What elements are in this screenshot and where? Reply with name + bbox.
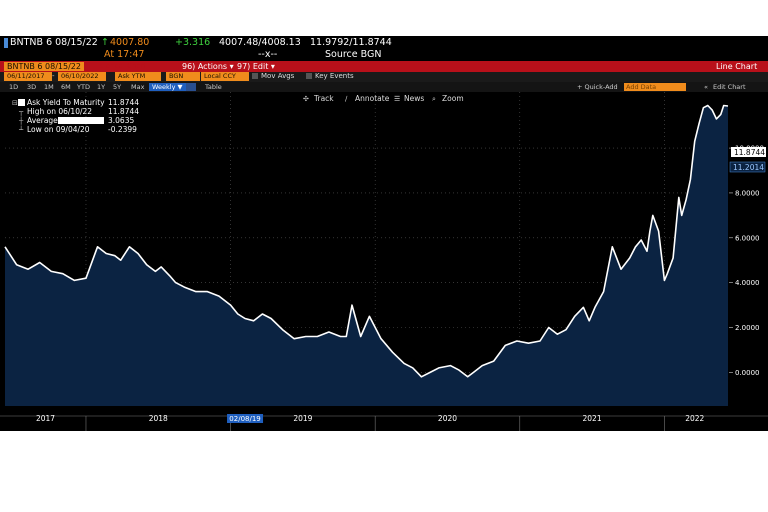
legend-high-label: High on 06/10/22 (27, 107, 92, 116)
table-button[interactable]: Table (205, 83, 222, 91)
yield-pair: 11.9792/11.8744 (310, 37, 392, 48)
legend-low-value: -0.2399 (108, 125, 137, 134)
edit-chart-button[interactable]: Edit Chart (713, 83, 746, 91)
last-value-tag: 11.8744 (734, 148, 765, 157)
key-events-label[interactable]: Key Events (315, 72, 354, 80)
legend-low-label: Low on 09/04/20 (27, 125, 90, 134)
last-value-tag-2: 11.2014 (733, 163, 764, 172)
field-selector[interactable]: Ask YTM (115, 72, 161, 81)
y-tick-label: 4.0000 (735, 279, 760, 287)
mov-avgs-label[interactable]: Mov Avgs (261, 72, 295, 80)
x-tick-label: 2018 (149, 414, 168, 423)
news-icon: ☰ (394, 95, 400, 103)
y-tick-label: 0.0000 (735, 369, 760, 377)
actions-menu[interactable]: 96) Actions ▾ (182, 62, 234, 71)
legend-collapse-icon: ⊟ (12, 99, 18, 107)
ticker-marker (4, 38, 8, 48)
table-icon[interactable] (186, 83, 196, 91)
tab-1y[interactable]: 1Y (97, 83, 106, 91)
frequency-selector[interactable]: Weekly ▼ (149, 83, 186, 91)
currency-selector[interactable]: Local CCY (201, 72, 249, 81)
x-tick-label: 2017 (36, 414, 55, 423)
x-axis: 2017 2018 2019 2020 2021 2022 02/08/19 (0, 414, 768, 431)
quick-add-button[interactable]: + Quick-Add (577, 83, 618, 91)
last-value-tags: 11.8744 11.2014 (729, 147, 766, 173)
collapse-icon[interactable]: « (704, 83, 708, 91)
chart-legend: ⊟ Ask Yield To Maturity 11.8744 ┬ High o… (12, 98, 139, 134)
tab-max[interactable]: Max (131, 83, 145, 91)
legend-series-swatch (18, 99, 25, 106)
up-arrow-icon: ↑ (101, 37, 109, 48)
price-source: Source BGN (325, 49, 382, 60)
legend-avg-marker: ┼ (18, 116, 24, 125)
end-date-field[interactable]: 06/10/2022 (58, 72, 106, 81)
y-tick-label: 6.0000 (735, 234, 760, 242)
mov-avgs-checkbox[interactable] (252, 73, 258, 79)
legend-avg-redaction (58, 117, 104, 124)
x-tick-label: 2022 (685, 414, 704, 423)
zoom-button[interactable]: Zoom (442, 94, 464, 103)
highlight-date: 02/08/19 (229, 415, 260, 423)
highlight-date-bg (227, 414, 264, 423)
last-value-tag-2-bg (729, 161, 766, 173)
edit-menu[interactable]: 97) Edit ▾ (237, 62, 275, 71)
legend-high-value: 11.8744 (108, 107, 139, 116)
source-selector[interactable]: BGN (166, 72, 200, 81)
x-tick-label: 2019 (293, 414, 312, 423)
period-tabs: 1D 3D 1M 6M YTD 1Y 5Y Max Weekly ▼ Table… (0, 82, 768, 92)
yield-line (4, 104, 729, 378)
bid-ask: 4007.48/4008.13 (219, 37, 301, 48)
key-events-checkbox[interactable] (306, 73, 312, 79)
track-button[interactable]: Track (313, 94, 334, 103)
tab-ytd[interactable]: YTD (77, 83, 90, 91)
zoom-icon: ⌕ (432, 95, 436, 103)
news-button[interactable]: News (404, 94, 424, 103)
volume: --x-- (258, 49, 278, 60)
legend-series-label: Ask Yield To Maturity (27, 98, 105, 107)
tab-1d[interactable]: 1D (9, 83, 19, 91)
quote-bar: BNTNB 6 08/15/22 ↑ 4007.80 +3.316 4007.4… (0, 36, 768, 50)
legend-series-value: 11.8744 (108, 98, 139, 107)
date-separator: - (52, 72, 55, 80)
last-value-tag-bg (731, 147, 766, 157)
annotate-button[interactable]: Annotate (355, 94, 390, 103)
security-field[interactable]: BNTNB 6 08/15/22 (4, 62, 84, 71)
ticker-label[interactable]: BNTNB 6 08/15/22 (10, 37, 98, 48)
actions-bar: BNTNB 6 08/15/22 Historical Chart 96) Ac… (0, 61, 768, 72)
y-tick-label: 8.0000 (735, 189, 760, 197)
add-data-input[interactable]: Add Data (624, 83, 686, 91)
legend-high-marker: ┬ (18, 108, 24, 116)
tab-3d[interactable]: 3D (27, 83, 37, 91)
price-change: +3.316 (175, 37, 211, 48)
start-date-field[interactable]: 06/11/2017 (4, 72, 52, 81)
y-tick-label: 2.0000 (735, 324, 760, 332)
terminal-window: BNTNB 6 08/15/22 ↑ 4007.80 +3.316 4007.4… (0, 36, 768, 431)
quote-bar-2: At 17:47 --x-- Source BGN (0, 49, 768, 61)
view-type: Line Chart (716, 62, 758, 71)
legend-avg-value: 3.0635 (108, 116, 134, 125)
tab-6m[interactable]: 6M (61, 83, 71, 91)
last-price: 4007.80 (110, 37, 150, 48)
annotate-icon: ∕ (345, 95, 348, 103)
track-icon: ✣ (303, 95, 309, 103)
controls-bar: 06/11/2017 - 06/10/2022 Ask YTM BGN Loca… (0, 72, 768, 82)
redacted-label: Historical Chart (92, 62, 178, 71)
legend-low-marker: ┴ (18, 125, 24, 134)
legend-avg-label: Average (27, 116, 58, 125)
quote-time: At 17:47 (104, 49, 145, 60)
tab-1m[interactable]: 1M (44, 83, 54, 91)
x-tick-label: 2020 (438, 414, 457, 423)
tab-5y[interactable]: 5Y (113, 83, 122, 91)
x-tick-label: 2021 (583, 414, 602, 423)
chart-toolbar: ✣ Track ∕ Annotate ☰ News ⌕ Zoom (303, 94, 464, 103)
